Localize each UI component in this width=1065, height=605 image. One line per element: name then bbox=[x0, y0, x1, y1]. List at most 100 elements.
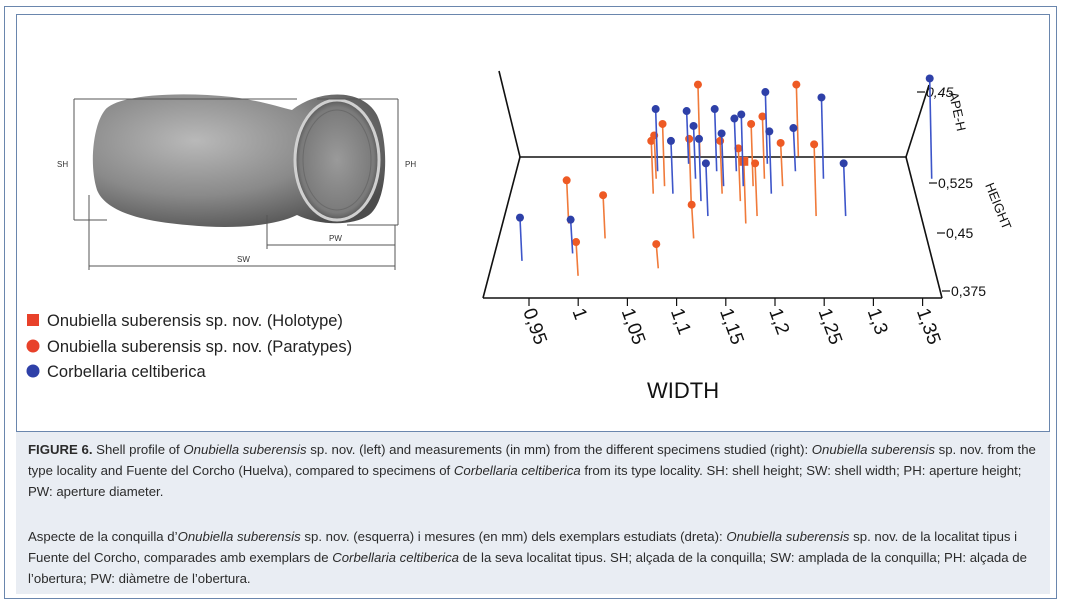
point-stem bbox=[519, 217, 523, 261]
caption-ca-segment: sp. nov. de la localitat tipus i Fuente … bbox=[28, 529, 1018, 565]
x-tick-label-1: 1 bbox=[568, 306, 591, 323]
data-point bbox=[515, 213, 524, 222]
data-point bbox=[817, 93, 826, 102]
caption-en-segment: from its type locality. SH: shell height… bbox=[28, 463, 1022, 499]
data-point bbox=[737, 110, 746, 119]
data-point bbox=[658, 119, 667, 128]
data-point bbox=[758, 112, 767, 121]
point-stem bbox=[690, 204, 695, 239]
data-point bbox=[599, 191, 608, 200]
point-stem bbox=[650, 140, 655, 194]
data-point bbox=[687, 200, 696, 209]
point-stem bbox=[737, 148, 742, 202]
caption-en-segment: Shell profile of bbox=[92, 442, 184, 457]
point-stem bbox=[742, 161, 747, 224]
point-stem bbox=[795, 84, 800, 157]
y-tick-label-1: 0,45 bbox=[946, 225, 973, 241]
legend-marker-paratypes bbox=[26, 339, 40, 353]
x-tick-label-7: 1,3 bbox=[863, 306, 892, 338]
data-point bbox=[710, 105, 719, 114]
point-stem bbox=[820, 97, 825, 179]
data-point bbox=[792, 80, 801, 89]
data-point bbox=[739, 156, 749, 166]
figure-panel: SH PH PW SW Onubiella suberensis sp. nov… bbox=[16, 14, 1050, 432]
point-stem bbox=[842, 163, 847, 217]
point-stem bbox=[692, 125, 697, 179]
y-axis-label: HEIGHT bbox=[982, 181, 1014, 232]
shell-measure-lines bbox=[73, 98, 399, 270]
data-point bbox=[685, 134, 694, 143]
point-stem bbox=[713, 108, 718, 172]
legend-marker-holotype bbox=[27, 314, 39, 326]
point-stem bbox=[813, 144, 817, 217]
data-point bbox=[572, 238, 581, 247]
caption-ca-segment: de la seva localitat tipus. SH; alçada d… bbox=[28, 550, 1027, 586]
x-axis-ticks bbox=[528, 298, 924, 306]
data-point bbox=[730, 114, 739, 123]
point-stem bbox=[661, 123, 666, 187]
legend-label-holotype: Onubiella suberensis sp. nov. (Holotype) bbox=[47, 312, 343, 330]
y-tick-label-0: 0,525 bbox=[938, 175, 973, 191]
legend-marker-corbellaria bbox=[26, 364, 40, 378]
shell-label-sh: SH bbox=[57, 160, 68, 169]
point-stem bbox=[569, 219, 574, 254]
shell-illustration bbox=[92, 94, 386, 227]
point-stem bbox=[754, 163, 758, 217]
shell-label-ph: PH bbox=[405, 160, 416, 169]
point-stem bbox=[928, 78, 933, 179]
data-point bbox=[693, 80, 702, 89]
shell-aperture bbox=[293, 98, 381, 222]
caption-catalan: Aspecte de la conquilla d’Onubiella sube… bbox=[28, 526, 1040, 589]
data-point bbox=[839, 159, 848, 168]
point-stem bbox=[768, 131, 773, 194]
data-point bbox=[651, 105, 660, 114]
point-stem bbox=[565, 180, 570, 224]
legend: Onubiella suberensis sp. nov. (Holotype)… bbox=[26, 312, 352, 381]
caption-en-segment: sp. nov. (left) and measurements (in mm)… bbox=[306, 442, 812, 457]
point-stem bbox=[764, 92, 769, 164]
data-point bbox=[666, 136, 675, 145]
data-point bbox=[747, 119, 756, 128]
caption-en-segment: Onubiella suberensis bbox=[811, 442, 935, 457]
data-point bbox=[682, 107, 691, 116]
data-point bbox=[761, 88, 770, 97]
x-tick-labels: 0,95 1 1,05 1,1 1,15 1,2 1,25 1,3 1,35 bbox=[518, 306, 944, 348]
point-stem bbox=[654, 108, 659, 172]
caption-panel: FIGURE 6. Shell profile of Onubiella sub… bbox=[16, 432, 1050, 594]
data-point bbox=[789, 124, 798, 133]
x-axis-label: WIDTH bbox=[647, 378, 719, 403]
y-axis-ticks bbox=[929, 182, 950, 292]
data-point bbox=[566, 215, 575, 224]
point-stem bbox=[779, 142, 784, 187]
chart-frame bbox=[482, 70, 943, 299]
point-stem bbox=[602, 195, 606, 239]
caption-ca-segment: Onubiella suberensis bbox=[177, 529, 301, 544]
caption-english-body: Shell profile of Onubiella suberensis sp… bbox=[28, 442, 1036, 499]
x-tick-label-3: 1,1 bbox=[666, 306, 695, 338]
x-tick-label-8: 1,35 bbox=[912, 306, 944, 348]
data-point bbox=[925, 74, 934, 83]
caption-ca-segment: Corbellaria celtiberica bbox=[332, 550, 460, 565]
point-stem bbox=[750, 123, 754, 187]
point-stem bbox=[670, 140, 674, 194]
plot-marks bbox=[515, 74, 934, 276]
z-tick-label-0: 0,45 bbox=[926, 84, 953, 100]
data-point bbox=[776, 138, 785, 147]
caption-en-segment: sp. nov. from the type locality and Fuen… bbox=[28, 442, 1036, 478]
data-point bbox=[765, 127, 774, 136]
caption-ca-segment: Onubiella suberensis bbox=[726, 529, 850, 544]
shell-label-pw: PW bbox=[329, 234, 342, 243]
shell-label-sw: SW bbox=[237, 255, 250, 264]
point-stem bbox=[688, 138, 692, 202]
z-axis-label: APE-H bbox=[946, 91, 969, 133]
x-tick-label-4: 1,15 bbox=[715, 306, 747, 348]
data-point bbox=[810, 140, 819, 149]
x-tick-label-2: 1,05 bbox=[617, 306, 649, 348]
point-stem bbox=[740, 114, 745, 187]
legend-label-paratypes: Onubiella suberensis sp. nov. (Paratypes… bbox=[47, 338, 352, 356]
point-stem bbox=[653, 135, 657, 179]
point-stem bbox=[705, 163, 709, 217]
caption-en-segment: Onubiella suberensis bbox=[183, 442, 307, 457]
figure-label: FIGURE 6. bbox=[28, 442, 93, 457]
data-point bbox=[701, 159, 710, 168]
